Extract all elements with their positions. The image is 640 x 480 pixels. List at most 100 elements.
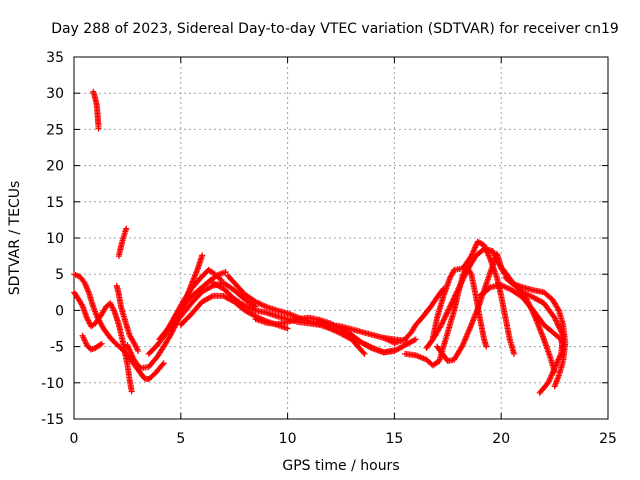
- data-point: [483, 343, 490, 350]
- data-point: [447, 302, 454, 309]
- data-point: [461, 273, 468, 280]
- data-point: [440, 317, 447, 324]
- data-point: [460, 275, 467, 282]
- grid: [74, 57, 608, 419]
- data-point: [450, 296, 457, 303]
- data-point: [453, 289, 460, 296]
- y-tick-label: 20: [46, 159, 64, 175]
- data-point: [555, 306, 562, 313]
- series-arc2: [115, 225, 130, 260]
- data-point: [511, 350, 518, 357]
- data-point: [360, 349, 367, 356]
- data-point: [442, 312, 449, 319]
- series-arc22: [502, 274, 569, 390]
- data-point: [452, 291, 459, 298]
- x-tick-label: 15: [385, 431, 403, 447]
- y-tick-label: 5: [55, 267, 64, 283]
- y-tick-label: 25: [46, 122, 64, 138]
- data-point: [445, 306, 452, 313]
- data-point: [135, 347, 142, 354]
- data-point: [284, 325, 291, 332]
- data-point: [446, 305, 453, 312]
- data-point: [457, 281, 464, 288]
- series-arc15: [316, 318, 368, 357]
- data-point: [454, 288, 461, 295]
- chart-title: Day 288 of 2023, Sidereal Day-to-day VTE…: [51, 21, 619, 37]
- y-tick-label: -5: [50, 340, 64, 356]
- y-tick-label: 0: [55, 303, 64, 319]
- data-point: [456, 282, 463, 289]
- x-tick-label: 0: [70, 431, 79, 447]
- data-point: [450, 295, 457, 302]
- y-tick-label: 30: [46, 86, 64, 102]
- y-tick-label: 10: [46, 231, 64, 247]
- data-point: [444, 309, 451, 316]
- data-point: [123, 225, 130, 232]
- data-point: [460, 274, 467, 281]
- data-point: [98, 340, 105, 347]
- tick-labels: 0 5 10 15 20 25 35 30 25 20 15 10 5 0 -5 -10 -15: [41, 50, 617, 447]
- data-point: [444, 307, 451, 314]
- data-point: [556, 325, 563, 332]
- data-point: [208, 293, 215, 300]
- data-point: [159, 361, 166, 368]
- data-point: [446, 303, 453, 310]
- data-point: [222, 269, 229, 276]
- data-point: [452, 292, 459, 299]
- data-point: [443, 310, 450, 317]
- data-point: [551, 383, 558, 390]
- data-point: [536, 389, 543, 396]
- x-tick-label: 20: [492, 431, 510, 447]
- data-point: [442, 313, 449, 320]
- data-point: [537, 388, 544, 395]
- data-point: [439, 319, 446, 326]
- data-points: [71, 88, 569, 396]
- y-tick-label: -10: [41, 376, 64, 392]
- x-tick-label: 10: [279, 431, 297, 447]
- series-arc4: [71, 289, 135, 395]
- data-point: [441, 316, 448, 323]
- series-arc5: [79, 332, 105, 353]
- data-point: [459, 277, 466, 284]
- data-point: [208, 283, 215, 290]
- data-point: [552, 317, 559, 324]
- data-point: [455, 285, 462, 292]
- x-axis-label: GPS time / hours: [282, 458, 399, 474]
- data-point: [462, 271, 469, 278]
- series-arc14: [252, 314, 419, 356]
- data-point: [441, 314, 448, 321]
- data-point: [448, 300, 455, 307]
- data-point: [554, 320, 561, 327]
- x-tick-label: 25: [599, 431, 617, 447]
- data-point: [438, 321, 445, 328]
- data-point: [554, 321, 561, 328]
- data-point: [454, 287, 461, 294]
- data-point: [97, 341, 104, 348]
- data-point: [458, 280, 465, 287]
- data-point: [95, 125, 102, 132]
- data-point: [449, 298, 456, 305]
- data-point: [199, 252, 206, 259]
- data-point: [439, 320, 446, 327]
- data-point: [552, 316, 559, 323]
- data-point: [136, 364, 143, 371]
- data-point: [412, 336, 419, 343]
- series-arc6: [113, 282, 142, 354]
- data-point: [462, 270, 469, 277]
- data-point: [456, 284, 463, 291]
- data-point: [553, 318, 560, 325]
- data-point: [160, 360, 167, 367]
- data-point: [458, 343, 465, 350]
- data-point: [486, 285, 493, 292]
- series-arc1: [90, 88, 102, 132]
- y-tick-label: 35: [46, 50, 64, 66]
- data-point: [361, 350, 368, 357]
- y-axis-label: SDTVAR / TECUs: [7, 181, 23, 296]
- y-tick-label: -15: [41, 412, 64, 428]
- data-point: [551, 314, 558, 321]
- data-point: [411, 337, 418, 344]
- data-point: [448, 299, 455, 306]
- data-point: [128, 388, 135, 395]
- y-tick-label: 15: [46, 195, 64, 211]
